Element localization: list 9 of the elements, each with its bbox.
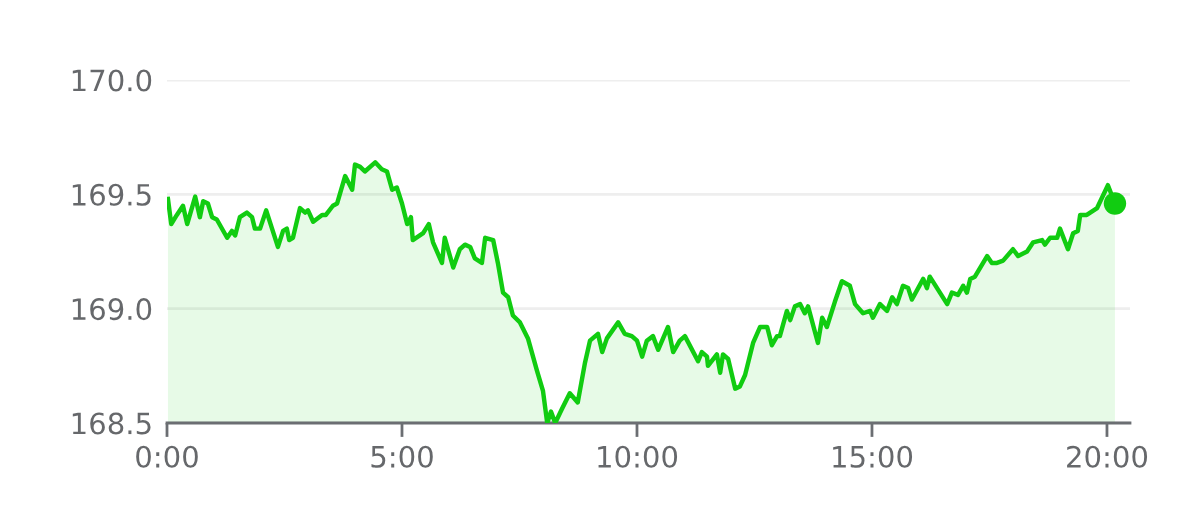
x-tick-label: 15:00 [833,445,913,468]
x-tick-label: 0:00 [136,445,198,468]
y-tick-label: 169.5 [72,183,151,206]
x-tick-label: 5:00 [371,445,433,468]
y-tick-label: 170.0 [72,69,152,92]
y-tick-label: 169.0 [72,298,152,321]
x-tick-label: 10:00 [598,445,678,468]
y-tick-label: 168.5 [72,412,151,435]
x-tick-label: 20:00 [1067,445,1148,468]
